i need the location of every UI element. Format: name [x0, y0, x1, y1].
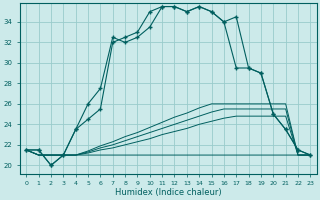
X-axis label: Humidex (Indice chaleur): Humidex (Indice chaleur) [115, 188, 222, 197]
